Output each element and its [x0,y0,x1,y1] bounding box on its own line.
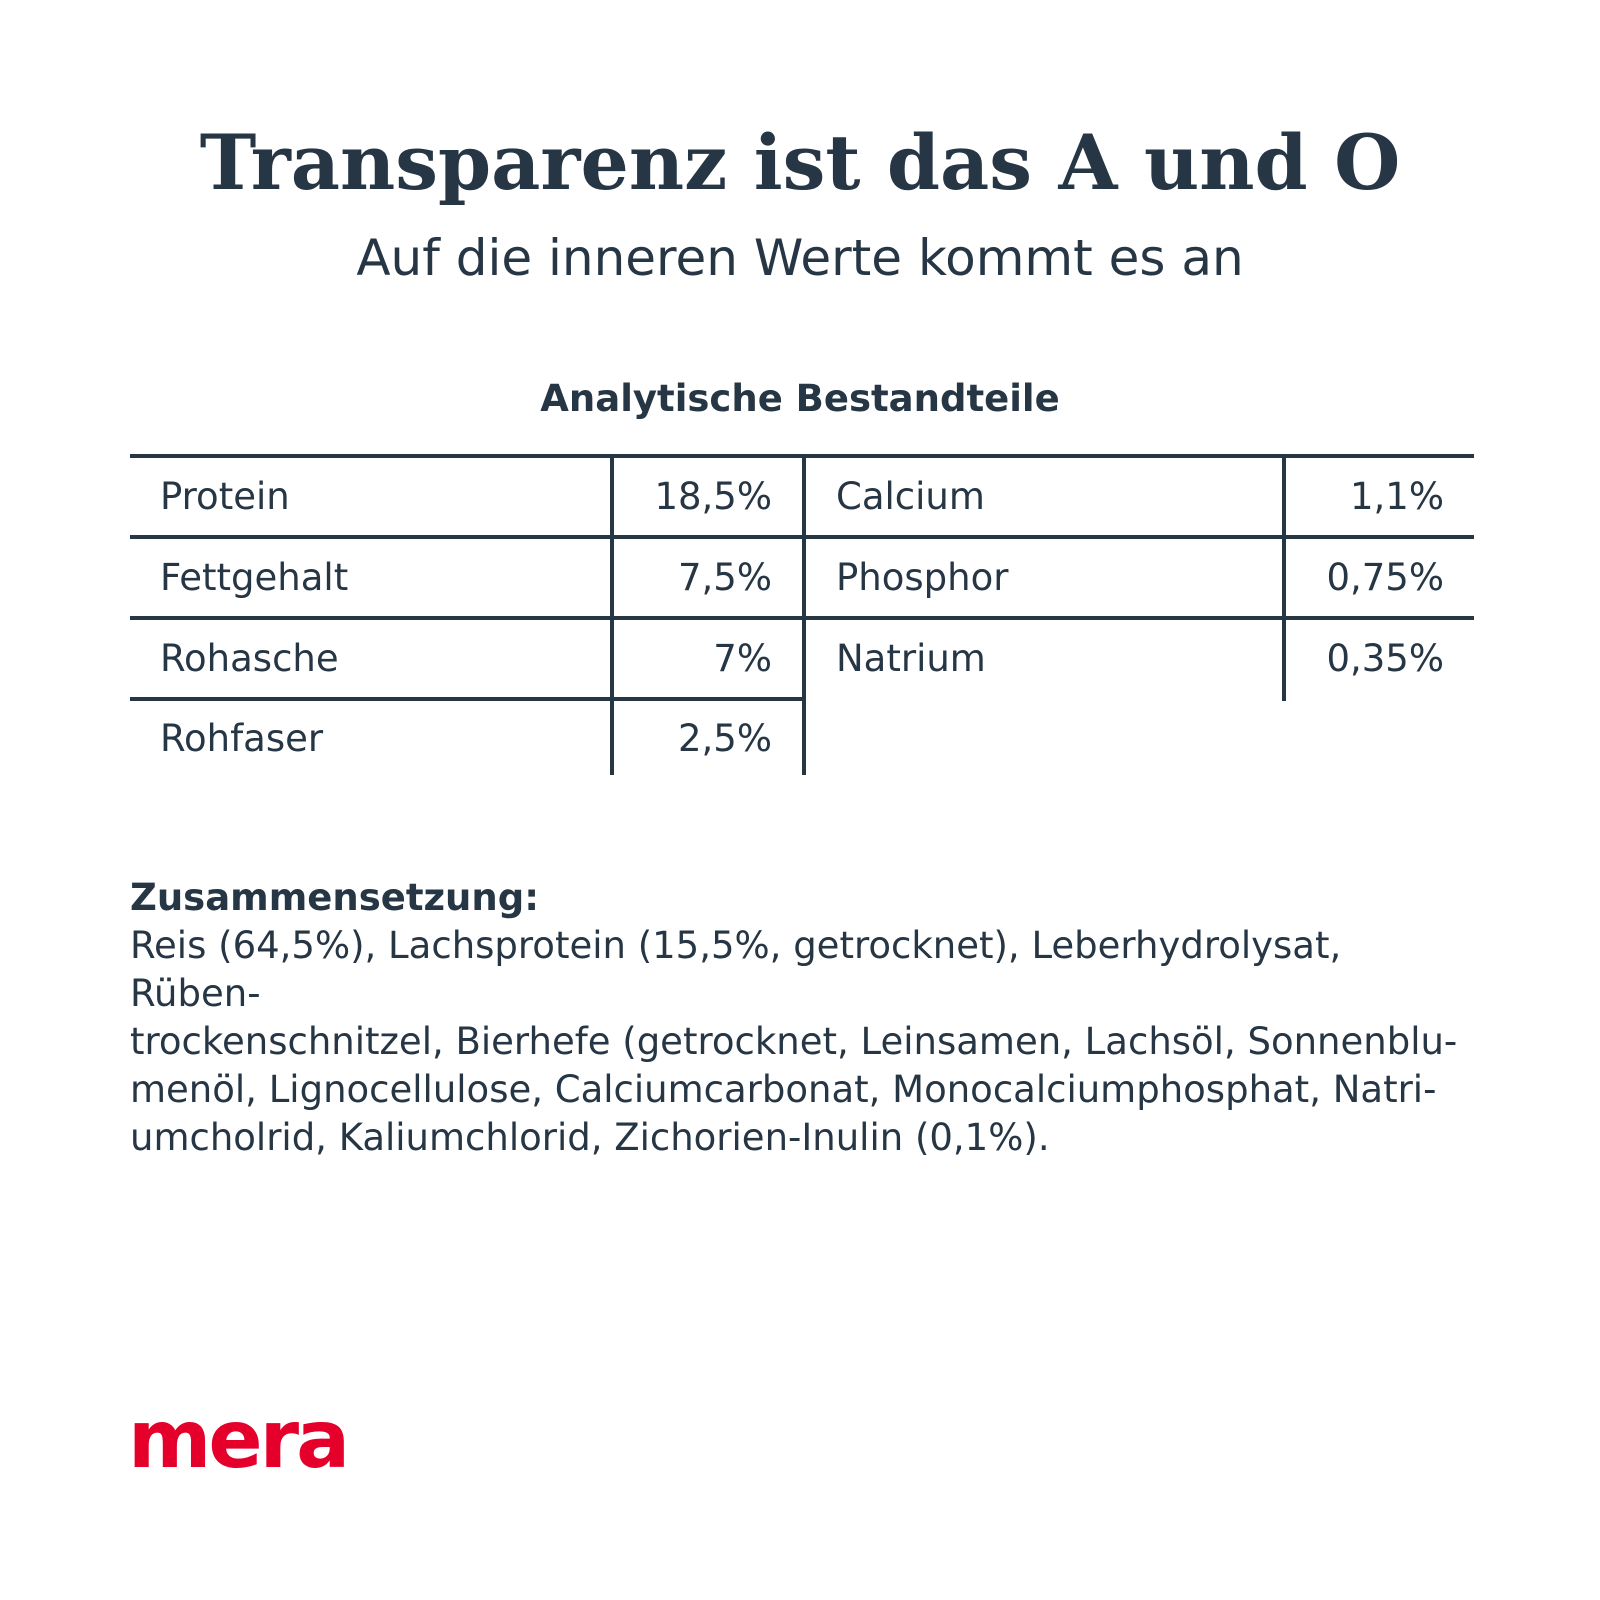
nutrient-value: 1,1% [1282,454,1474,537]
table-row: Rohasche 7% Natrium 0,35% [130,616,1474,699]
table-row: Protein 18,5% Calcium 1,1% [130,454,1474,537]
nutrient-value: 0,35% [1282,616,1474,699]
nutrient-label: Natrium [804,616,1284,699]
nutrient-label: Protein [130,454,612,537]
page-subtitle: Auf die inneren Werte kommt es an [356,229,1244,287]
analysis-heading: Analytische Bestandteile [540,377,1060,420]
empty-cell [804,699,1284,775]
empty-cell [1284,699,1474,775]
page-title: Transparenz ist das A und O [199,118,1401,207]
nutrient-label: Phosphor [804,535,1284,618]
composition-text: Reis (64,5%), Lachsprotein (15,5%, getro… [130,924,1458,1159]
nutrient-value: 18,5% [610,454,806,537]
mera-logo: mera [128,1393,350,1486]
table-row: Rohfaser 2,5% [130,697,1474,775]
nutrient-value: 7,5% [610,535,806,618]
nutrient-value: 0,75% [1282,535,1474,618]
nutrient-label: Rohasche [130,616,612,699]
nutrient-value: 2,5% [610,697,806,775]
composition-section: Zusammensetzung: Reis (64,5%), Lachsprot… [130,874,1470,1162]
nutrient-value: 7% [610,616,806,699]
analysis-table: Protein 18,5% Calcium 1,1% Fettgehalt 7,… [130,454,1474,775]
composition-heading: Zusammensetzung: [130,876,540,919]
table-row: Fettgehalt 7,5% Phosphor 0,75% [130,535,1474,618]
nutrient-label: Fettgehalt [130,535,612,618]
nutrient-label: Calcium [804,454,1284,537]
nutrient-label: Rohfaser [130,697,612,775]
